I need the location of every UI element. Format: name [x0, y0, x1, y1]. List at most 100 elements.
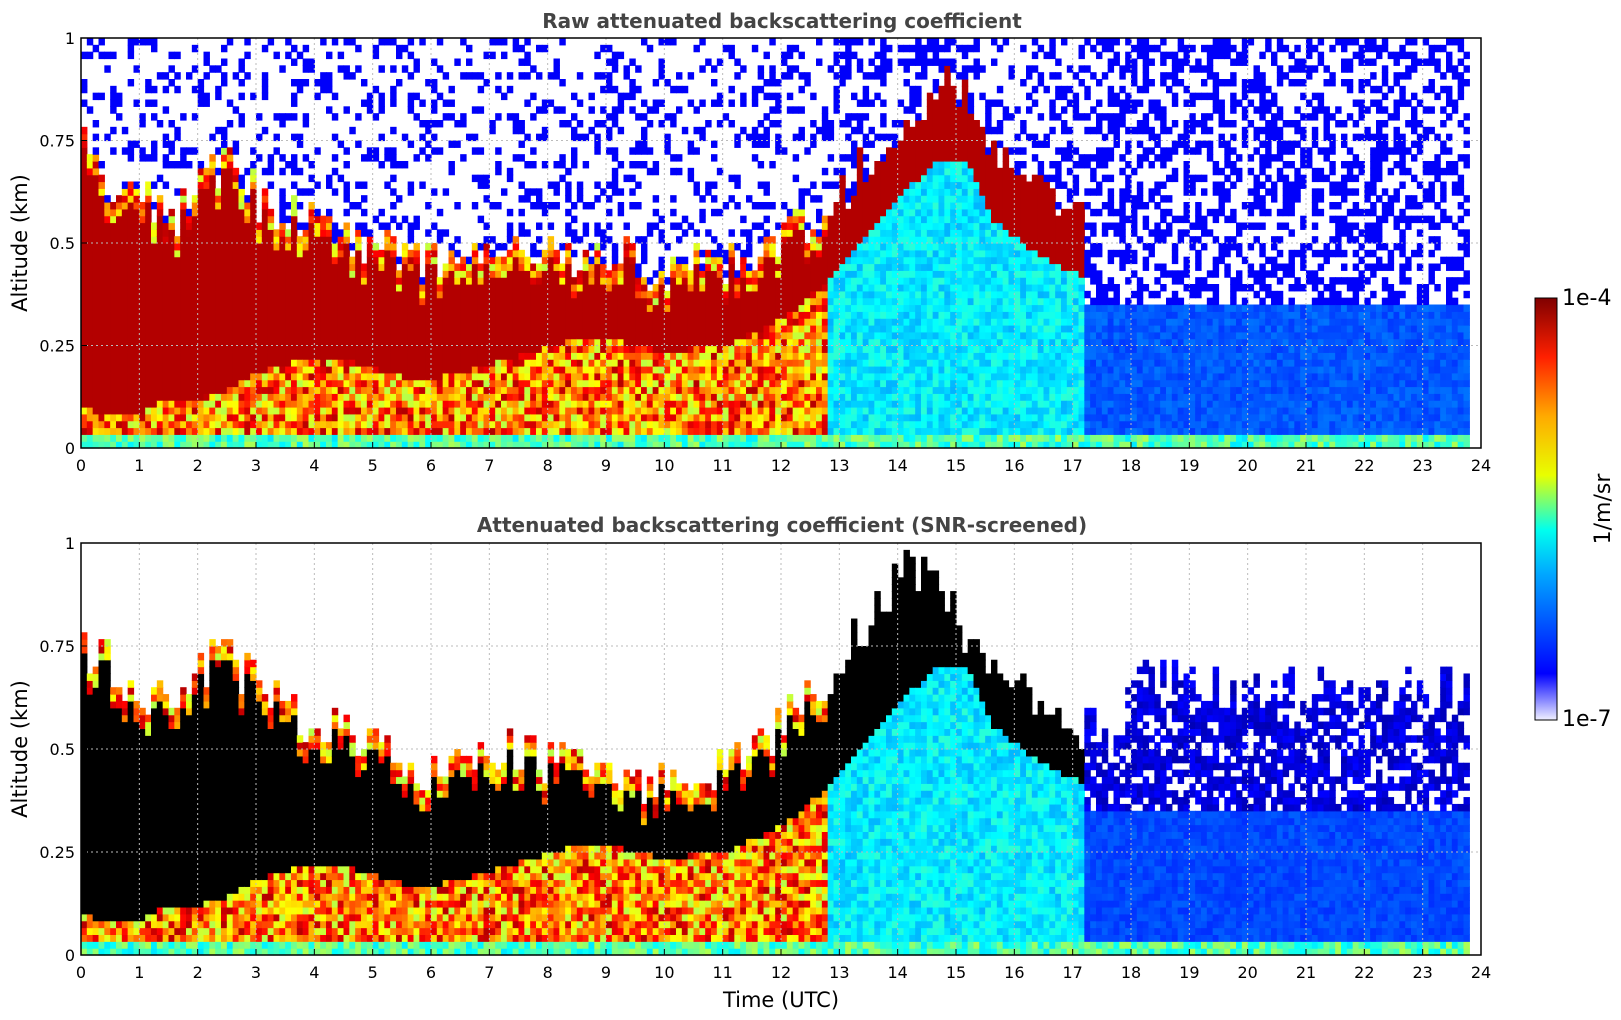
heat-cell [589, 421, 595, 428]
heat-cell [239, 195, 245, 202]
heat-cell [769, 79, 775, 86]
heat-cell [629, 161, 635, 168]
heat-cell [285, 311, 291, 318]
heat-cell [419, 311, 425, 318]
heat-cell [519, 346, 525, 353]
heat-cell [513, 421, 519, 428]
heat-cell [629, 188, 635, 195]
heat-cell [822, 216, 828, 223]
heat-cell [612, 257, 618, 264]
heat-cell [635, 284, 641, 291]
heat-cell [682, 434, 688, 441]
heat-cell [227, 100, 233, 107]
heat-cell [174, 380, 180, 387]
heat-cell [431, 277, 437, 284]
heat-cell [221, 291, 227, 298]
heat-cell [723, 352, 729, 359]
heat-cell [787, 393, 793, 400]
heat-cell [769, 332, 775, 339]
heat-cell [326, 380, 332, 387]
heat-cell [787, 366, 793, 373]
heat-cell [139, 346, 145, 353]
heat-cell [460, 387, 466, 394]
heat-cell [204, 216, 210, 223]
heat-cell [711, 270, 717, 277]
heat-cell [524, 264, 530, 271]
heat-cell [799, 229, 805, 236]
heat-cell [810, 387, 816, 394]
heat-cell [635, 366, 641, 373]
heat-cell [431, 243, 437, 250]
heat-cell [524, 421, 530, 428]
heat-cell [705, 59, 711, 66]
heat-cell [361, 79, 367, 86]
heat-cell [641, 421, 647, 428]
heat-cell [746, 229, 752, 236]
heat-cell [793, 400, 799, 407]
heat-cell [279, 188, 285, 195]
heat-cell [379, 134, 385, 141]
heat-cell [87, 318, 93, 325]
heat-cell [233, 270, 239, 277]
heat-cell [530, 434, 536, 441]
heat-cell [554, 339, 560, 346]
heat-cell [764, 325, 770, 332]
heat-cell [752, 421, 758, 428]
heat-cell [93, 325, 99, 332]
heat-cell [478, 332, 484, 339]
heat-cell [110, 216, 116, 223]
heat-cell [87, 305, 93, 312]
heat-cell [594, 311, 600, 318]
heat-cell [554, 298, 560, 305]
heat-cell [87, 325, 93, 332]
heat-cell [723, 434, 729, 441]
heat-cell [729, 100, 735, 107]
heat-cell [705, 284, 711, 291]
heat-cell [186, 250, 192, 257]
heat-cell [186, 387, 192, 394]
heat-cell [81, 291, 87, 298]
heat-cell [682, 366, 688, 373]
heat-cell [262, 264, 268, 271]
heat-cell [822, 127, 828, 134]
heat-cell [571, 339, 577, 346]
heat-cell [262, 188, 268, 195]
heat-cell [291, 359, 297, 366]
heat-cell [215, 407, 221, 414]
heat-cell [93, 134, 99, 141]
heat-cell [204, 421, 210, 428]
heat-cell [612, 305, 618, 312]
heat-cell [268, 243, 274, 250]
heat-cell [635, 311, 641, 318]
heat-cell [478, 106, 484, 113]
heat-cell [122, 366, 128, 373]
heat-cell [565, 407, 571, 414]
heat-cell [157, 277, 163, 284]
heat-cell [711, 380, 717, 387]
heat-cell [793, 216, 799, 223]
heat-cell [758, 236, 764, 243]
heat-cell [443, 373, 449, 380]
heat-cell [688, 175, 694, 182]
heat-cell [822, 257, 828, 264]
heat-cell [612, 277, 618, 284]
heat-cell [501, 264, 507, 271]
heat-cell [484, 79, 490, 86]
heat-cell [822, 223, 828, 230]
heat-cell [688, 168, 694, 175]
heat-cell [180, 305, 186, 312]
heat-cell [577, 366, 583, 373]
heat-cell [239, 318, 245, 325]
heat-cell [799, 216, 805, 223]
heat-cell [629, 277, 635, 284]
heat-cell [204, 434, 210, 441]
heat-cell [297, 421, 303, 428]
heat-cell [320, 257, 326, 264]
heat-cell [507, 250, 513, 257]
heat-cell [647, 305, 653, 312]
heat-cell [134, 284, 140, 291]
heat-cell [233, 332, 239, 339]
heat-cell [174, 339, 180, 346]
heat-cell [746, 346, 752, 353]
heat-cell [495, 421, 501, 428]
